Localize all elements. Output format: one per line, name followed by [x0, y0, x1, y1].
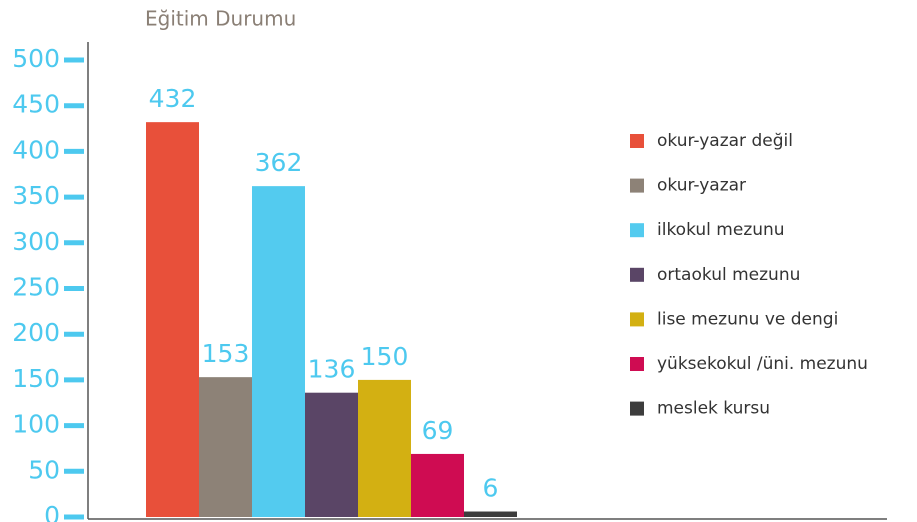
legend-swatch: [630, 401, 644, 416]
value-label: 153: [202, 339, 250, 368]
legend-label: okur-yazar: [657, 176, 746, 196]
bar: [411, 453, 464, 517]
y-tick-label: 200: [12, 318, 60, 347]
y-tick-label: 150: [12, 364, 60, 393]
legend-label: meslek kursu: [657, 399, 770, 419]
value-label: 150: [361, 342, 409, 371]
y-tick-label: 350: [12, 181, 60, 210]
bar: [464, 511, 517, 517]
value-label: 6: [483, 474, 499, 503]
bar: [358, 379, 411, 517]
value-label: 69: [422, 416, 454, 445]
legend-swatch: [630, 134, 644, 148]
y-tick-label: 450: [12, 90, 60, 119]
bar: [252, 186, 305, 517]
value-label: 136: [308, 355, 356, 384]
y-tick-label: 300: [12, 227, 60, 256]
value-label: 432: [149, 84, 197, 113]
legend-swatch: [630, 178, 644, 193]
legend-swatch: [630, 267, 644, 282]
legend-swatch: [630, 223, 644, 238]
legend-swatch: [630, 312, 644, 327]
legend-label: lise mezunu ve dengi: [657, 309, 838, 329]
legend-label: ortaokul mezunu: [657, 265, 800, 285]
y-tick-label: 100: [12, 410, 60, 439]
chart-title: Eğitim Durumu: [145, 7, 296, 31]
legend-label: yüksekokul /üni. mezunu: [657, 354, 868, 374]
y-tick-label: 400: [12, 135, 60, 164]
y-tick-label: 50: [28, 455, 60, 484]
bar: [146, 122, 199, 517]
legend-label: ilkokul mezunu: [657, 220, 785, 240]
bar: [305, 392, 358, 517]
legend-label: okur-yazar değil: [657, 131, 793, 151]
value-label: 362: [255, 148, 303, 177]
legend-swatch: [630, 357, 644, 371]
bar: [199, 377, 252, 517]
y-tick-label: 0: [44, 501, 60, 522]
y-tick-label: 500: [12, 44, 60, 73]
y-tick-label: 250: [12, 273, 60, 302]
